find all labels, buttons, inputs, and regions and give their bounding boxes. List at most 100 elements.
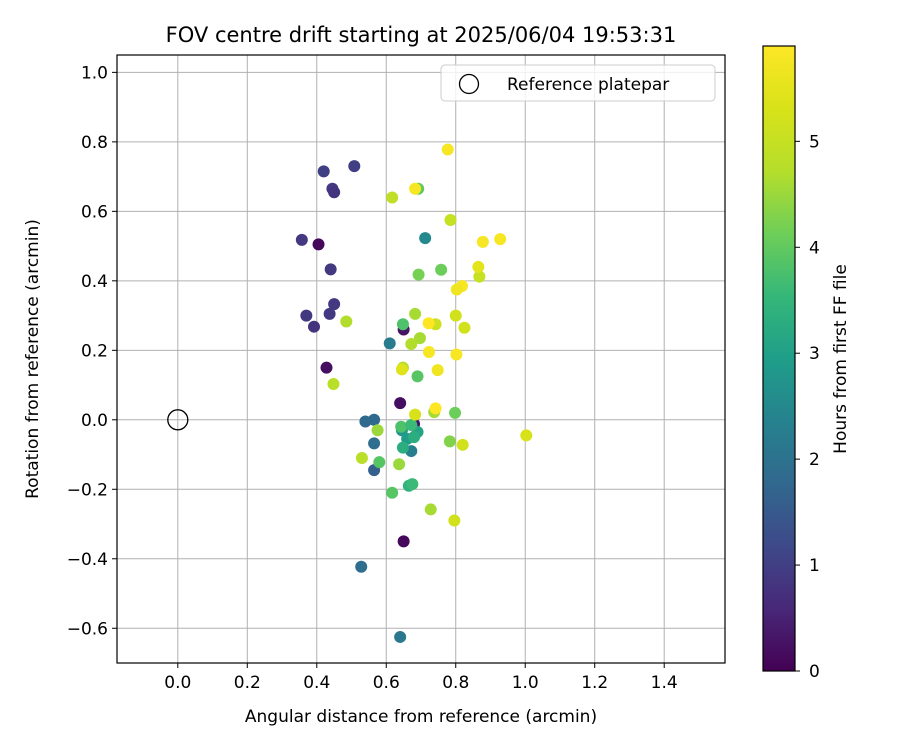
data-point xyxy=(386,486,399,499)
y-tick-label: 0.0 xyxy=(81,411,108,431)
data-point xyxy=(408,431,421,444)
y-tick-label: 0.6 xyxy=(81,202,108,222)
scatter-points xyxy=(295,143,533,643)
data-point xyxy=(300,309,313,322)
colorbar-tick-label: 0 xyxy=(809,662,820,682)
data-point xyxy=(394,397,407,410)
reference-marker-layer xyxy=(167,409,189,431)
data-point xyxy=(397,535,410,548)
x-axis-ticks: 0.0 0.2 0.4 0.6 0.8 1.0 1.2 1.4 xyxy=(164,663,678,693)
data-point xyxy=(393,458,406,471)
data-point xyxy=(449,309,462,322)
data-point xyxy=(406,478,419,491)
y-tick-label: −0.4 xyxy=(67,550,108,570)
x-tick-label: 1.4 xyxy=(651,673,678,693)
data-point xyxy=(456,438,469,451)
x-tick-label: 0.0 xyxy=(164,673,191,693)
data-point xyxy=(409,182,422,195)
colorbar-gradient xyxy=(762,45,796,672)
data-point xyxy=(355,560,368,573)
data-point xyxy=(409,408,422,421)
colorbar-tick-label: 5 xyxy=(809,132,820,152)
colorbar-tick-label: 1 xyxy=(809,556,820,576)
data-point xyxy=(312,238,325,251)
data-point xyxy=(422,346,435,359)
legend-label: Reference platepar xyxy=(507,75,669,95)
x-tick-label: 1.0 xyxy=(512,673,539,693)
data-point xyxy=(340,315,353,328)
data-point xyxy=(449,406,462,419)
y-tick-label: −0.6 xyxy=(67,619,108,639)
plot-frame xyxy=(116,54,726,664)
data-point xyxy=(494,233,507,246)
data-point xyxy=(317,165,330,178)
x-axis-label: Angular distance from reference (arcmin) xyxy=(245,707,597,727)
x-tick-label: 0.8 xyxy=(442,673,469,693)
data-point xyxy=(368,413,381,426)
data-point xyxy=(373,456,386,469)
data-point xyxy=(448,514,461,527)
grid-lines xyxy=(117,55,725,663)
reference-platepar-marker xyxy=(167,409,189,431)
data-point xyxy=(405,338,418,351)
colorbar-tick-label: 3 xyxy=(809,344,820,364)
x-tick-label: 0.6 xyxy=(373,673,400,693)
data-point xyxy=(431,364,444,377)
chart-title: FOV centre drift starting at 2025/06/04 … xyxy=(166,23,677,47)
data-point xyxy=(409,307,422,320)
data-point xyxy=(295,233,308,246)
data-point xyxy=(450,348,463,361)
data-point xyxy=(395,363,408,376)
data-point xyxy=(422,317,435,330)
data-point xyxy=(450,283,463,296)
data-point xyxy=(520,429,533,442)
colorbar-ticks: 0 1 2 3 4 5 xyxy=(795,132,820,682)
data-point xyxy=(320,361,333,374)
data-point xyxy=(405,419,418,432)
colorbar-tick-label: 2 xyxy=(809,450,820,470)
data-point xyxy=(441,143,454,156)
data-point xyxy=(307,320,320,333)
x-tick-label: 0.4 xyxy=(303,673,330,693)
data-point xyxy=(327,378,340,391)
x-tick-label: 1.2 xyxy=(581,673,608,693)
data-point xyxy=(476,235,489,248)
data-point xyxy=(355,452,368,465)
data-point xyxy=(348,160,361,173)
data-point xyxy=(424,503,437,516)
data-point xyxy=(394,630,407,643)
data-point xyxy=(429,402,442,415)
data-point xyxy=(371,424,384,437)
y-tick-label: −0.2 xyxy=(67,480,108,500)
data-point xyxy=(324,263,337,276)
data-point xyxy=(395,420,408,433)
y-tick-label: 0.8 xyxy=(81,133,108,153)
data-point xyxy=(443,435,456,448)
legend-box xyxy=(440,64,716,102)
x-tick-label: 0.2 xyxy=(234,673,261,693)
data-point xyxy=(323,307,336,320)
data-point xyxy=(411,370,424,383)
data-point xyxy=(472,260,485,273)
colorbar-tick-label: 4 xyxy=(809,238,820,258)
legend-reference-marker xyxy=(458,73,480,95)
data-point xyxy=(396,318,409,331)
colorbar: 0 1 2 3 4 5 Hours from first FF file xyxy=(762,45,851,682)
y-axis-ticks: −0.6 −0.4 −0.2 0.0 0.2 0.4 0.6 0.8 1.0 xyxy=(67,63,117,639)
data-point xyxy=(413,332,426,345)
data-point xyxy=(328,298,341,311)
data-point xyxy=(396,441,409,454)
data-point xyxy=(435,263,448,276)
data-point xyxy=(368,437,381,450)
data-point xyxy=(444,214,457,227)
data-point xyxy=(383,337,396,350)
data-point xyxy=(473,270,486,283)
data-point xyxy=(328,186,341,199)
data-point xyxy=(412,268,425,281)
y-tick-label: 0.4 xyxy=(81,272,108,292)
data-point xyxy=(419,232,432,245)
colorbar-label: Hours from first FF file xyxy=(831,264,851,454)
y-tick-label: 1.0 xyxy=(81,63,108,83)
data-point xyxy=(458,321,471,334)
